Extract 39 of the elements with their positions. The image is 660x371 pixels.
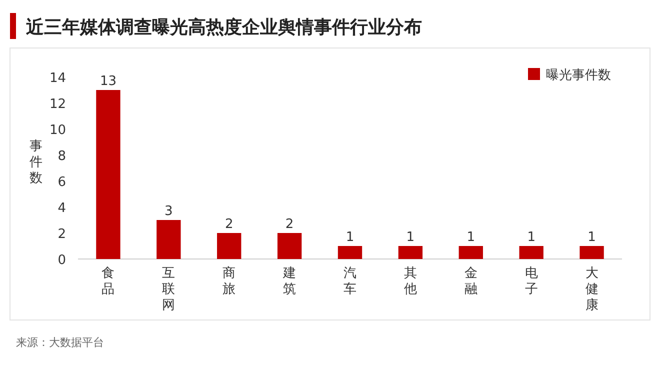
y-tick-label: 14 (49, 71, 66, 86)
legend-label: 曝光事件数 (546, 68, 611, 83)
bar (217, 233, 242, 259)
data-label: 2 (224, 217, 234, 232)
data-label: 1 (588, 230, 596, 245)
data-label: 13 (100, 74, 116, 89)
data-label: 1 (527, 230, 536, 245)
x-tick-label: 建筑 (282, 266, 296, 297)
y-tick-label: 4 (58, 201, 66, 216)
y-tick-label: 10 (49, 123, 66, 138)
x-tick-label: 大健康 (585, 266, 598, 313)
x-tick-label: 金融 (464, 266, 478, 297)
bar (338, 246, 362, 259)
y-axis-title: 事件数 (30, 139, 42, 186)
x-tick-label: 食品 (102, 266, 115, 297)
y-tick-label: 0 (58, 253, 66, 268)
x-tick-label: 其他 (404, 266, 417, 297)
bar (580, 246, 604, 259)
bar (156, 220, 181, 259)
data-label: 1 (346, 230, 354, 245)
data-label: 2 (285, 217, 294, 232)
x-tick-label: 电子 (524, 266, 538, 297)
data-label: 1 (466, 230, 476, 245)
x-tick-label: 商旅 (222, 266, 236, 297)
y-tick-label: 12 (49, 97, 66, 112)
source-note: 来源：大数据平台 (16, 336, 104, 349)
bar (96, 90, 120, 259)
bar (398, 246, 423, 259)
y-tick-label: 8 (58, 149, 66, 164)
x-tick-label: 互联网 (162, 266, 176, 313)
y-tick-label: 6 (58, 175, 66, 190)
y-tick-label: 2 (58, 227, 66, 242)
chart-title: 近三年媒体调查曝光高热度企业舆情事件行业分布 (25, 17, 422, 38)
x-tick-label: 汽车 (344, 266, 356, 297)
bar (458, 246, 483, 259)
bar (519, 246, 544, 259)
bar (277, 233, 302, 259)
data-label: 1 (406, 230, 415, 245)
data-label: 3 (164, 204, 173, 219)
